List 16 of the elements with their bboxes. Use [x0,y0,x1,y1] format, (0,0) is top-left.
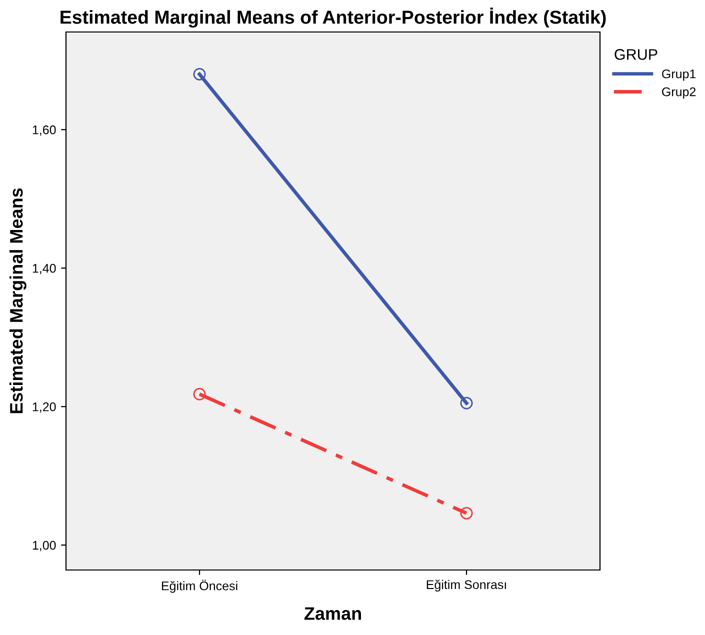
chart-title: Estimated Marginal Means of Anterior-Posterior İndex (Statik) [60,8,606,28]
point [460,506,473,520]
x-axis-title: Zaman [304,607,361,620]
x-tick-label: Eğitim Öncesi [162,580,238,593]
y-axis-title: Estimated Marginal Means [9,188,26,414]
y-tick-label: 1,00 [32,540,56,552]
point [193,68,206,80]
point [193,388,206,400]
legend-label: Grup1 [662,69,696,81]
point [460,396,473,410]
x-tick-label: Eğitim Sonrası [426,580,506,592]
legend-label: Grup2 [662,87,696,99]
y-tick-label: 1,60 [32,125,56,136]
legend-title: GRUP [614,49,658,60]
y-tick-label: 1,40 [32,264,56,274]
y-tick-label: 1,20 [32,402,56,413]
